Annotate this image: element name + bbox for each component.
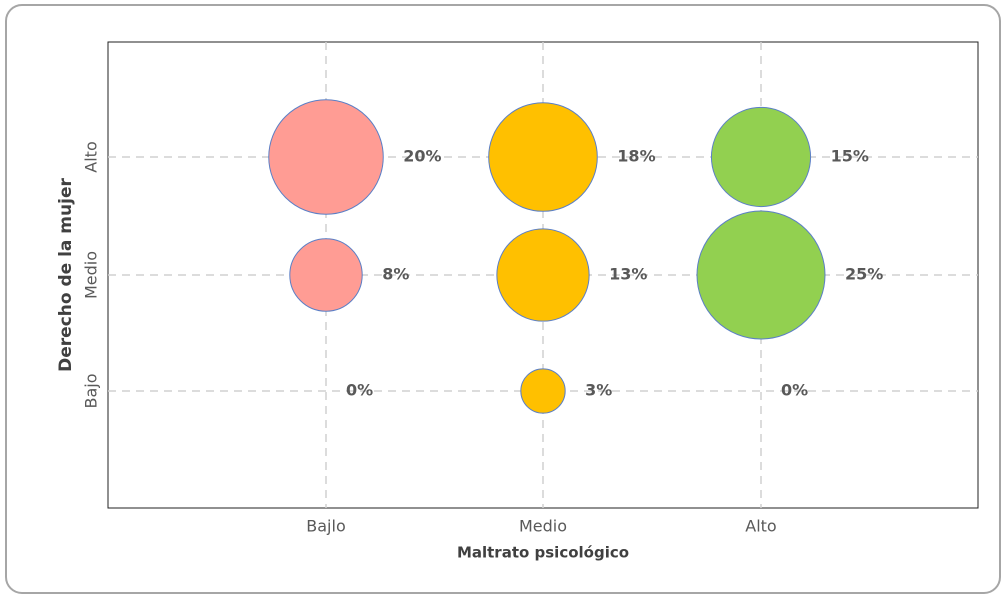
bubble xyxy=(520,368,566,414)
y-axis-title: Derecho de la mujer xyxy=(56,178,76,372)
bubble xyxy=(496,228,590,322)
data-label: 0% xyxy=(781,381,808,400)
y-tick-label: Medio xyxy=(82,251,101,299)
bubble xyxy=(696,210,826,340)
data-label: 15% xyxy=(831,147,869,166)
bubble xyxy=(488,102,598,212)
bubble xyxy=(268,99,384,215)
x-tick-label: Medio xyxy=(519,517,567,536)
data-label: 18% xyxy=(617,147,655,166)
x-tick-label: Bajlo xyxy=(306,517,345,536)
y-tick-label: Alto xyxy=(82,141,101,172)
bubble xyxy=(289,238,363,312)
data-label: 20% xyxy=(403,147,441,166)
bubble xyxy=(710,106,812,208)
x-tick-label: Alto xyxy=(745,517,776,536)
data-label: 8% xyxy=(382,265,409,284)
x-axis-title: Maltrato psicológico xyxy=(457,544,629,562)
data-label: 0% xyxy=(346,381,373,400)
y-tick-label: Bajo xyxy=(82,373,101,408)
data-label: 3% xyxy=(585,381,612,400)
data-label: 13% xyxy=(609,265,647,284)
data-label: 25% xyxy=(845,265,883,284)
